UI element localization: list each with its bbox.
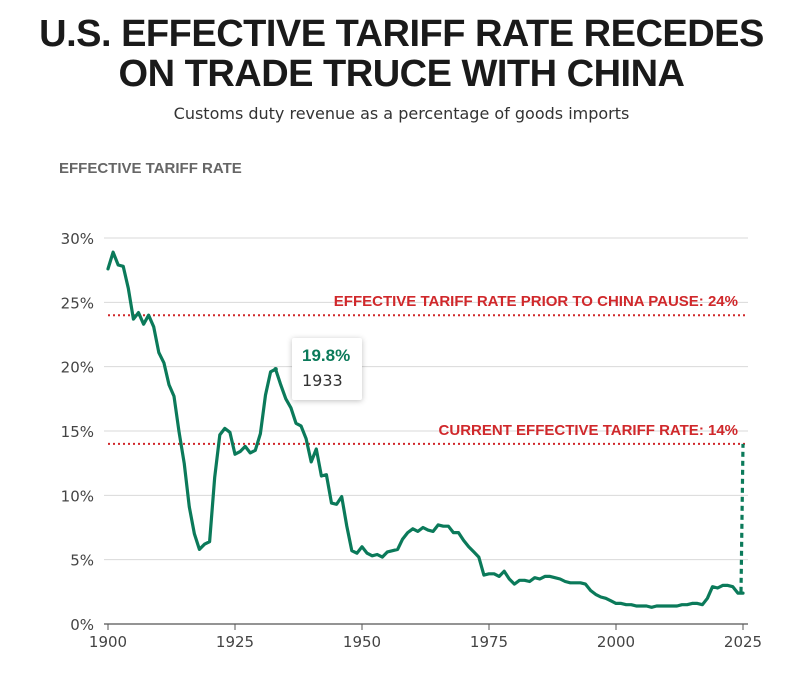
x-tick-label-1975: 1975 bbox=[470, 633, 508, 651]
chart-title-line-2: ON TRADE TRUCE WITH CHINA bbox=[118, 53, 685, 95]
projection-line bbox=[739, 443, 745, 592]
y-tick-label-5: 5% bbox=[70, 552, 94, 570]
reference-lines: EFFECTIVE TARIFF RATE PRIOR TO CHINA PAU… bbox=[108, 293, 748, 445]
chart-subtitle: Customs duty revenue as a percentage of … bbox=[173, 104, 630, 123]
tariff-rate-line bbox=[106, 250, 745, 609]
y-tick-label-15: 15% bbox=[61, 423, 94, 441]
x-tick-label-2025: 2025 bbox=[724, 633, 762, 651]
y-tick-label-10: 10% bbox=[61, 487, 94, 505]
gridlines bbox=[104, 237, 748, 625]
tooltip-value: 19.8% bbox=[302, 346, 351, 365]
y-axis-heading: EFFECTIVE TARIFF RATE bbox=[59, 160, 242, 177]
reference-label-14: CURRENT EFFECTIVE TARIFF RATE: 14% bbox=[439, 422, 738, 439]
y-tick-label-0: 0% bbox=[70, 616, 94, 634]
x-tick-label-1950: 1950 bbox=[343, 633, 381, 651]
chart-title-line-1: U.S. EFFECTIVE TARIFF RATE RECEDES bbox=[39, 13, 764, 55]
x-tick-label-1925: 1925 bbox=[216, 633, 254, 651]
y-tick-labels: 0% 5% 10% 15% 20% 25% 30% bbox=[61, 230, 94, 634]
y-tick-label-20: 20% bbox=[61, 359, 94, 377]
series-lines bbox=[106, 250, 745, 609]
annotation-marks bbox=[273, 367, 278, 372]
reference-label-24: EFFECTIVE TARIFF RATE PRIOR TO CHINA PAU… bbox=[334, 293, 738, 310]
peak-point-1933 bbox=[273, 367, 278, 372]
x-tick-label-2000: 2000 bbox=[597, 633, 635, 651]
tooltip-year: 1933 bbox=[302, 371, 343, 390]
x-tick-labels: 1900 1925 1950 1975 2000 2025 bbox=[89, 624, 762, 651]
chart-title: U.S. EFFECTIVE TARIFF RATE RECEDES ON TR… bbox=[0, 14, 803, 94]
y-tick-label-25: 25% bbox=[61, 294, 94, 312]
peak-tooltip: 19.8% 1933 bbox=[292, 338, 362, 400]
x-tick-label-1900: 1900 bbox=[89, 633, 127, 651]
y-tick-label-30: 30% bbox=[61, 230, 94, 248]
